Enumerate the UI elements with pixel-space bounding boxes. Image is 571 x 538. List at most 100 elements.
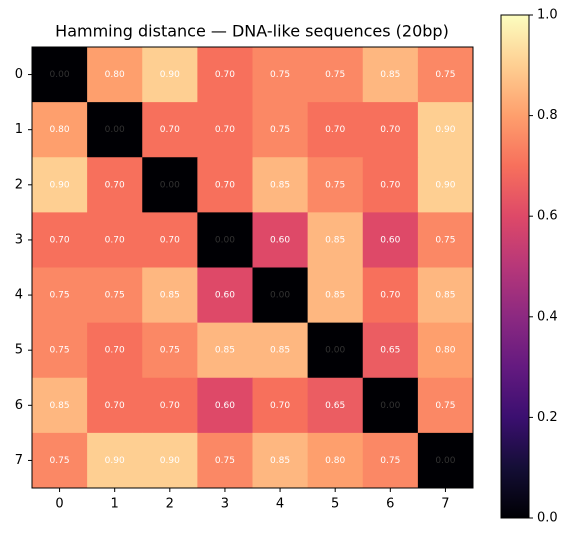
heatmap-cell xyxy=(197,102,253,158)
x-tick-label: 6 xyxy=(386,497,394,512)
cell-label: 0.90 xyxy=(105,456,125,466)
cell-label: 0.70 xyxy=(160,125,180,135)
plot-frame xyxy=(31,46,474,489)
colorbar-tick-label: 1.0 xyxy=(537,8,558,23)
cell-label: 0.85 xyxy=(325,291,345,301)
cell-label: 0.75 xyxy=(435,70,455,80)
y-tick-label: 2 xyxy=(15,177,23,192)
cell-label: 0.00 xyxy=(105,125,125,135)
heatmap-cell xyxy=(32,432,88,489)
heatmap-cell xyxy=(142,267,198,324)
heatmap-cell xyxy=(362,47,419,103)
heatmap-cell xyxy=(362,157,419,213)
heatmap-cell xyxy=(87,212,143,268)
heatmap-cell xyxy=(197,157,253,213)
cell-label: 0.75 xyxy=(50,291,70,301)
cell-label: 0.60 xyxy=(215,401,235,411)
cell-label: 0.75 xyxy=(270,125,290,135)
heatmap-cell xyxy=(252,212,309,268)
heatmap-cell xyxy=(32,47,88,103)
heatmap-cell xyxy=(307,377,364,434)
heatmap-cell xyxy=(417,267,474,324)
cell-label: 0.00 xyxy=(215,235,235,245)
heatmap-cell xyxy=(417,157,474,213)
heatmap-cell xyxy=(362,267,419,324)
heatmap-cell xyxy=(252,322,309,379)
cell-label: 0.80 xyxy=(435,346,455,356)
heatmap-cell xyxy=(307,102,364,158)
heatmap-cell xyxy=(252,102,309,158)
heatmap-cell xyxy=(197,432,253,489)
heatmap-cell xyxy=(142,102,198,158)
cell-label: 0.00 xyxy=(435,456,455,466)
cell-label: 0.00 xyxy=(50,70,70,80)
cell-label: 0.90 xyxy=(160,456,180,466)
heatmap-cell xyxy=(87,322,143,379)
heatmap-cell xyxy=(362,212,419,268)
heatmap-cell xyxy=(32,102,88,158)
cell-label: 0.70 xyxy=(105,346,125,356)
cell-label: 0.85 xyxy=(270,180,290,190)
cell-label: 0.00 xyxy=(325,346,345,356)
cell-label: 0.70 xyxy=(380,180,400,190)
heatmap-cell xyxy=(142,212,198,268)
cell-label: 0.75 xyxy=(325,180,345,190)
heatmap-cell xyxy=(87,47,143,103)
cell-label: 0.85 xyxy=(435,291,455,301)
cell-label: 0.75 xyxy=(105,291,125,301)
x-tick-label: 7 xyxy=(441,497,449,512)
cell-label: 0.70 xyxy=(325,125,345,135)
heatmap-cell xyxy=(252,47,309,103)
cell-label: 0.85 xyxy=(270,346,290,356)
cell-label: 0.90 xyxy=(160,70,180,80)
y-tick-label: 3 xyxy=(15,232,23,247)
cell-label: 0.60 xyxy=(380,235,400,245)
colorbar xyxy=(500,14,530,519)
colorbar-tick-label: 0.8 xyxy=(537,108,558,123)
heatmap-cell xyxy=(197,212,253,268)
heatmap-cell xyxy=(142,322,198,379)
heatmap-cell xyxy=(142,377,198,434)
cell-label: 0.70 xyxy=(105,180,125,190)
heatmap-cell xyxy=(197,267,253,324)
heatmap-cell xyxy=(32,212,88,268)
heatmap-cell xyxy=(307,267,364,324)
cell-label: 0.00 xyxy=(380,401,400,411)
y-tick-label: 7 xyxy=(15,453,23,468)
heatmap-cell xyxy=(362,322,419,379)
y-tick-label: 6 xyxy=(15,398,23,413)
cell-label: 0.70 xyxy=(380,125,400,135)
cell-label: 0.70 xyxy=(160,235,180,245)
heatmap-cell xyxy=(87,377,143,434)
cell-label: 0.00 xyxy=(160,180,180,190)
heatmap-cell xyxy=(87,432,143,489)
x-tick-label: 4 xyxy=(276,497,284,512)
cell-label: 0.75 xyxy=(50,346,70,356)
heatmap-cell xyxy=(197,47,253,103)
heatmap-cell xyxy=(32,377,88,434)
heatmap-cell xyxy=(417,47,474,103)
cell-label: 0.70 xyxy=(215,70,235,80)
colorbar-tick-label: 0.4 xyxy=(537,309,558,324)
heatmap-cell xyxy=(307,157,364,213)
heatmap-cell xyxy=(32,157,88,213)
colorbar-tick-label: 0.6 xyxy=(537,209,558,224)
cell-label: 0.75 xyxy=(435,401,455,411)
heatmap-cell xyxy=(252,432,309,489)
cell-label: 0.85 xyxy=(215,346,235,356)
cell-label: 0.90 xyxy=(435,125,455,135)
cell-label: 0.75 xyxy=(160,346,180,356)
heatmap-cell xyxy=(197,377,253,434)
cell-label: 0.80 xyxy=(50,125,70,135)
cell-label: 0.80 xyxy=(325,456,345,466)
cell-label: 0.75 xyxy=(435,235,455,245)
y-tick-label: 4 xyxy=(15,288,23,303)
cell-label: 0.85 xyxy=(160,291,180,301)
cell-label: 0.70 xyxy=(215,180,235,190)
x-tick-label: 0 xyxy=(55,497,63,512)
cell-label: 0.65 xyxy=(380,346,400,356)
heatmap-cell xyxy=(362,432,419,489)
x-tick-label: 1 xyxy=(111,497,119,512)
cell-label: 0.65 xyxy=(325,401,345,411)
heatmap-cell xyxy=(32,267,88,324)
